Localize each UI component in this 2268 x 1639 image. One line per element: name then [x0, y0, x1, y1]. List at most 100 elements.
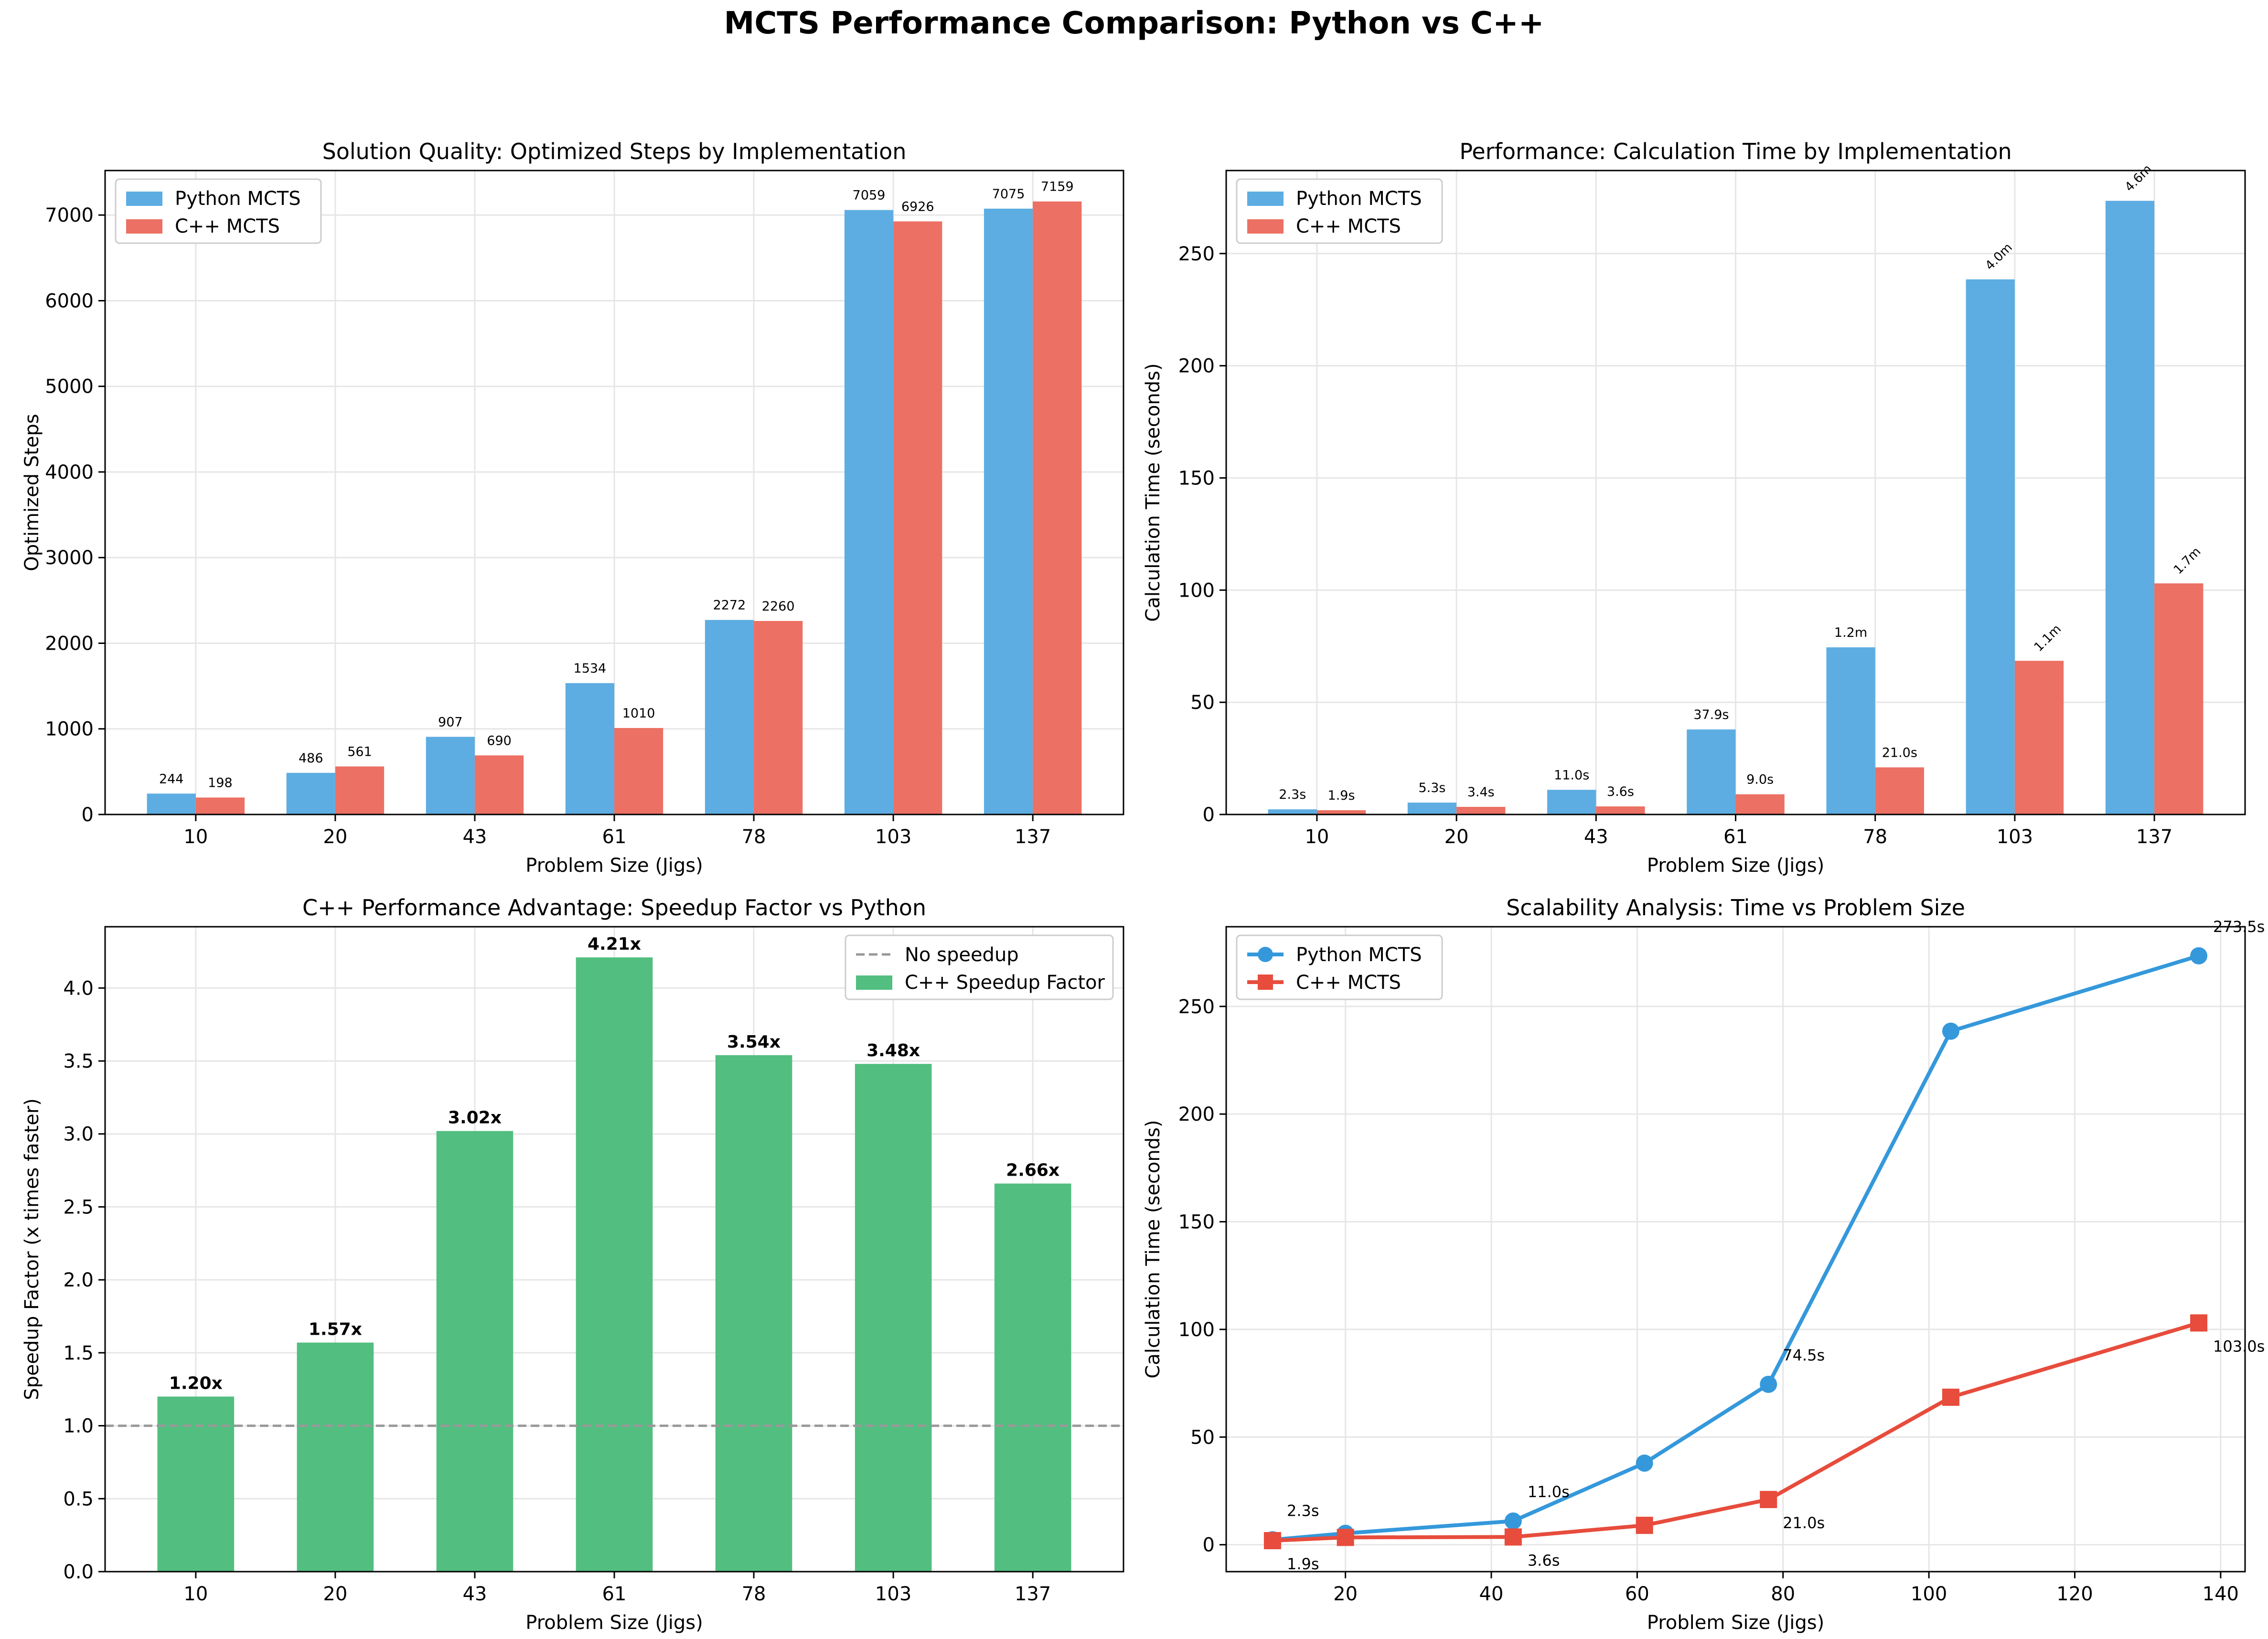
legend-box: [1236, 178, 1443, 244]
point-annotation: 11.0s: [1528, 1483, 1570, 1501]
x-tick-label: 78: [742, 1583, 766, 1605]
bar-value-label: 2.66x: [1006, 1161, 1059, 1180]
bar-value-label: 198: [208, 776, 233, 791]
bar-python: [147, 793, 196, 814]
y-axis-label: Optimized Steps: [21, 414, 43, 571]
bar-speedup: [297, 1342, 374, 1572]
chart-title: Scalability Analysis: Time vs Problem Si…: [1506, 895, 1965, 921]
y-tick-label: 200: [1178, 355, 1215, 377]
bar-value-label: 561: [347, 744, 372, 759]
y-tick-label: 1.5: [63, 1342, 94, 1364]
python-point: [1636, 1454, 1653, 1472]
y-tick-label: 2000: [45, 632, 94, 654]
plot-frame: [104, 170, 1124, 815]
legend-box: [115, 178, 322, 244]
y-tick-label: 3.5: [63, 1050, 94, 1072]
y-tick-label: 4.0: [63, 977, 94, 999]
bar-value-label: 486: [299, 751, 323, 766]
y-tick-label: 100: [1178, 579, 1215, 601]
bar-value-label: 1534: [574, 661, 607, 676]
legend-label: C++ MCTS: [1296, 215, 1401, 237]
bar-python: [984, 208, 1033, 815]
bar-value-label: 3.02x: [448, 1108, 502, 1128]
bar-speedup: [715, 1055, 792, 1572]
x-tick-label: 43: [1584, 826, 1608, 848]
legend-swatch: [126, 219, 162, 234]
bar-value-label: 7159: [1041, 180, 1074, 194]
y-tick-label: 150: [1178, 1211, 1215, 1233]
bar-python: [1826, 647, 1875, 814]
bar-python: [1268, 809, 1317, 814]
cpp-point: [1760, 1490, 1777, 1508]
y-tick-label: 1000: [45, 718, 94, 740]
legend-swatch: [1247, 192, 1284, 206]
python-point: [1942, 1022, 1959, 1040]
chart-1: 0 1000 2000 3000 4000 5000 6000 7000 10 20 43 61 78 1…: [21, 139, 1124, 877]
plot-frame: [104, 926, 1124, 1573]
bar-value-label: 7075: [992, 187, 1025, 202]
x-tick-label: 40: [1479, 1583, 1504, 1605]
bar-cpp: [1875, 767, 1924, 814]
bar-value-label: 2260: [762, 599, 795, 614]
bar-python: [705, 620, 754, 814]
y-tick-label: 3.0: [63, 1124, 94, 1146]
x-tick-label: 43: [462, 826, 487, 848]
bar-value-label: 1.57x: [309, 1319, 362, 1339]
x-tick-label: 61: [602, 826, 627, 848]
bar-cpp: [1735, 794, 1785, 814]
legend-swatch: [126, 192, 162, 206]
chart-3: 0.0 0.5 1.0 1.5 2.0 2.5 3.0 3.5 4.0 10 20 43 61 78 103…: [21, 895, 1124, 1634]
bar-value-label: 2272: [713, 598, 746, 613]
plot-frame: [1225, 926, 2246, 1573]
bar-value-label: 37.9s: [1693, 707, 1729, 722]
y-axis-label: Speedup Factor (x times faster): [21, 1098, 43, 1400]
chart-2: 0 50 100 150 200 250 10 20 43 61 78 103 137 2.3s 5.3s 1…: [1142, 139, 2246, 877]
point-annotation: 1.9s: [1287, 1555, 1319, 1573]
x-axis-label: Problem Size (Jigs): [525, 1612, 703, 1634]
x-tick-label: 80: [1771, 1583, 1795, 1605]
python-point: [2190, 947, 2208, 964]
x-tick-label: 103: [875, 1583, 911, 1605]
x-tick-label: 140: [2203, 1583, 2239, 1605]
legend-box: [845, 934, 1114, 1000]
bar-cpp: [2154, 583, 2204, 814]
bar-cpp: [614, 728, 663, 814]
legend: Python MCTS C++ MCTS: [1236, 178, 1443, 244]
cpp-point: [1504, 1528, 1522, 1546]
y-tick-label: 3000: [45, 547, 94, 569]
cpp-point: [2190, 1314, 2208, 1332]
chart-title: Performance: Calculation Time by Impleme…: [1459, 139, 2011, 164]
bar-speedup: [994, 1183, 1071, 1572]
x-tick-label: 10: [183, 826, 208, 848]
x-tick-label: 137: [1015, 1583, 1051, 1605]
bar-cpp: [1033, 201, 1082, 814]
bar-value-label: 2.3s: [1279, 787, 1306, 802]
legend-label: Python MCTS: [175, 188, 301, 210]
bar-value-label: 3.54x: [727, 1032, 781, 1052]
bar-python: [1547, 790, 1596, 814]
python-point: [1760, 1375, 1777, 1393]
x-tick-label: 10: [1305, 826, 1329, 848]
legend-label: Python MCTS: [1296, 188, 1422, 210]
x-tick-label: 20: [323, 1583, 347, 1605]
bar-value-label: 21.0s: [1882, 745, 1917, 760]
bar-speedup: [576, 957, 653, 1572]
legend: No speedup C++ Speedup Factor: [845, 934, 1114, 1000]
y-tick-label: 7000: [45, 204, 94, 226]
y-tick-label: 200: [1178, 1103, 1215, 1125]
legend-swatch: [1247, 219, 1284, 234]
x-tick-label: 61: [1723, 826, 1748, 848]
cpp-point: [1337, 1529, 1354, 1546]
legend-box: [1236, 934, 1443, 1000]
x-axis-label: Problem Size (Jigs): [1647, 1612, 1824, 1634]
bar-cpp: [1316, 810, 1366, 814]
bar-speedup: [436, 1131, 514, 1572]
cpp-point: [1636, 1517, 1653, 1534]
bar-value-label: 3.48x: [867, 1041, 920, 1061]
y-tick-label: 6000: [45, 290, 94, 312]
bar-python: [426, 737, 475, 814]
legend-label: C++ MCTS: [175, 215, 280, 237]
bar-value-label: 9.0s: [1746, 772, 1774, 787]
